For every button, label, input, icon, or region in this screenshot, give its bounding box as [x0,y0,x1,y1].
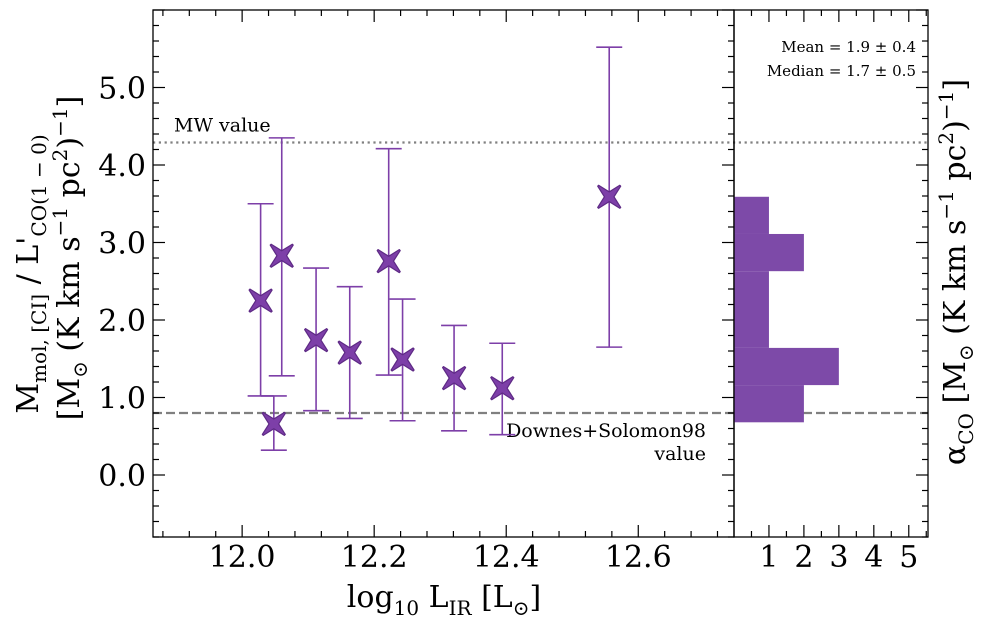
y-axis-label-line2: [M⊙ (K km s−1 pc2)−1] [48,96,92,421]
downes-solomon-label: Downes+Solomon98 [506,420,706,442]
y-tick-label: 5.0 [98,72,146,107]
median-stat: Median = 1.7 ± 0.5 [767,62,916,80]
x-marker [269,243,294,268]
data-point [260,395,287,452]
x-marker [337,340,362,365]
data-point [336,285,363,420]
x-marker [442,366,467,391]
x-tick-label: 12.0 [209,540,276,575]
hist-x-tick-label: 2 [794,540,813,575]
histogram-bar [734,233,804,272]
y-tick-label: 4.0 [98,149,146,184]
data-point [303,267,330,412]
y-tick-label: 3.0 [98,227,146,262]
data-point [596,46,623,348]
hist-x-tick-label: 3 [829,540,848,575]
histogram-panel: 1 2 3 4 5 Mean = 1.9 ± 0.4 Median = 1.7 ± 0.5 [733,9,929,575]
y-tick-label: 0.0 [98,459,146,494]
x-marker [390,347,415,372]
y-axis-label-line1: Mmol, [CI] / L'CO(1 − 0) [11,134,51,413]
y-tick-label: 2.0 [98,304,146,339]
x-marker [304,328,329,353]
mw-value-label: MW value [174,115,271,137]
histogram-bar [734,385,804,423]
x-marker [376,249,401,274]
x-tick-label: 12.6 [605,540,672,575]
downes-solomon-label-value: value [653,443,706,465]
x-marker [248,288,273,313]
data-point [489,342,516,436]
alpha-co-axis-label: αCO [M⊙ (K km s−1 pc2)−1] [934,79,978,465]
data-point [389,298,416,422]
histogram-bar [734,347,839,386]
x-axis-label: log10 LIR [L⊙] [347,580,541,620]
x-marker [597,184,622,209]
axis-labels: log10 LIR [L⊙] Mmol, [CI] / L'CO(1 − 0)[M… [11,79,978,620]
histogram-bar [734,196,769,234]
data-point [375,147,402,376]
hist-x-tick-label: 5 [899,540,918,575]
data-point [247,202,274,397]
main-axes-frame [152,9,735,538]
x-marker [490,376,515,401]
x-marker [261,411,286,436]
data-point [268,137,295,377]
y-tick-label: 1.0 [98,382,146,417]
hist-x-tick-label: 1 [759,540,778,575]
hist-x-tick-label: 4 [864,540,883,575]
mean-stat: Mean = 1.9 ± 0.4 [781,38,916,56]
data-point [441,324,468,432]
x-tick-label: 12.4 [473,540,540,575]
histogram-bar [734,271,769,348]
x-tick-label: 12.2 [341,540,408,575]
